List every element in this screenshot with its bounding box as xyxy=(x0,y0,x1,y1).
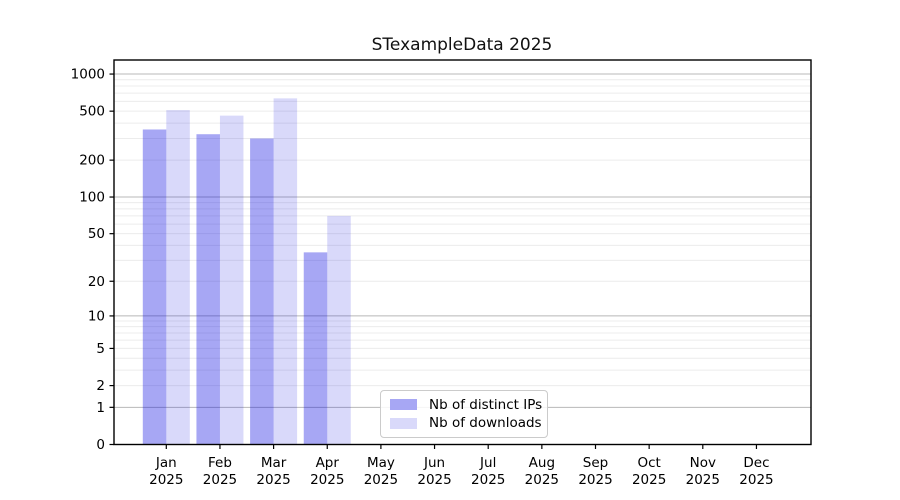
y-tick-label: 50 xyxy=(88,226,105,242)
legend-label-downloads: Nb of downloads xyxy=(429,415,542,432)
x-tick-label-year: 2025 xyxy=(310,472,344,488)
bar-distinct-ips-mar xyxy=(250,138,274,445)
legend-swatch-downloads xyxy=(390,417,417,429)
bar-downloads-apr xyxy=(327,215,351,445)
bar-distinct-ips-feb xyxy=(196,134,220,445)
y-tick-label: 500 xyxy=(79,104,105,120)
x-tick-label-month: Jun xyxy=(423,455,445,471)
bar-distinct-ips-jan xyxy=(142,129,167,445)
x-tick-label-year: 2025 xyxy=(364,472,398,488)
bar-downloads-jan xyxy=(166,110,190,445)
y-tick-label: 100 xyxy=(79,190,105,206)
legend-swatch-distinct-ips xyxy=(390,399,417,411)
x-tick-label-year: 2025 xyxy=(203,472,237,488)
x-tick-label-year: 2025 xyxy=(417,472,451,488)
x-tick-label-year: 2025 xyxy=(739,472,773,488)
x-tick-label-month: Nov xyxy=(690,455,716,471)
bar-distinct-ips-apr xyxy=(303,252,328,445)
y-tick-label: 5 xyxy=(96,341,105,357)
x-tick-label-month: Oct xyxy=(637,455,660,471)
legend-label-distinct-ips: Nb of distinct IPs xyxy=(429,396,543,413)
x-tick-label-year: 2025 xyxy=(578,472,612,488)
y-tick-label: 0 xyxy=(96,437,105,453)
x-tick-label-month: Dec xyxy=(743,455,769,471)
y-tick-label: 1 xyxy=(96,400,105,416)
x-tick-label-month: Feb xyxy=(208,455,232,471)
x-tick-label-month: Mar xyxy=(261,455,287,471)
chart-title: STexampleData 2025 xyxy=(371,35,553,55)
x-tick-label-year: 2025 xyxy=(256,472,290,488)
y-tick-label: 200 xyxy=(79,153,105,169)
legend-item-distinct-ips: Nb of distinct IPs xyxy=(390,397,542,413)
x-tick-label-year: 2025 xyxy=(632,472,666,488)
y-tick-label: 1000 xyxy=(71,67,105,83)
x-tick-label-month: Jul xyxy=(479,455,496,471)
legend-item-downloads: Nb of downloads xyxy=(390,415,542,431)
x-tick-label-year: 2025 xyxy=(525,472,559,488)
x-tick-label-month: Apr xyxy=(316,455,340,471)
bar-downloads-feb xyxy=(219,115,244,445)
plot-border xyxy=(113,59,812,446)
x-tick-label-month: May xyxy=(367,455,395,471)
x-tick-label-month: Jan xyxy=(155,455,177,471)
y-tick-label: 10 xyxy=(88,308,105,324)
x-tick-label-month: Sep xyxy=(583,455,608,471)
y-tick-label: 2 xyxy=(96,378,105,394)
bar-downloads-mar xyxy=(273,98,298,445)
x-tick-label-year: 2025 xyxy=(686,472,720,488)
x-tick-label-year: 2025 xyxy=(149,472,183,488)
x-tick-label-month: Aug xyxy=(529,455,555,471)
x-tick-label-year: 2025 xyxy=(471,472,505,488)
legend: Nb of distinct IPs Nb of downloads xyxy=(380,390,548,438)
y-tick-label: 20 xyxy=(88,274,105,290)
